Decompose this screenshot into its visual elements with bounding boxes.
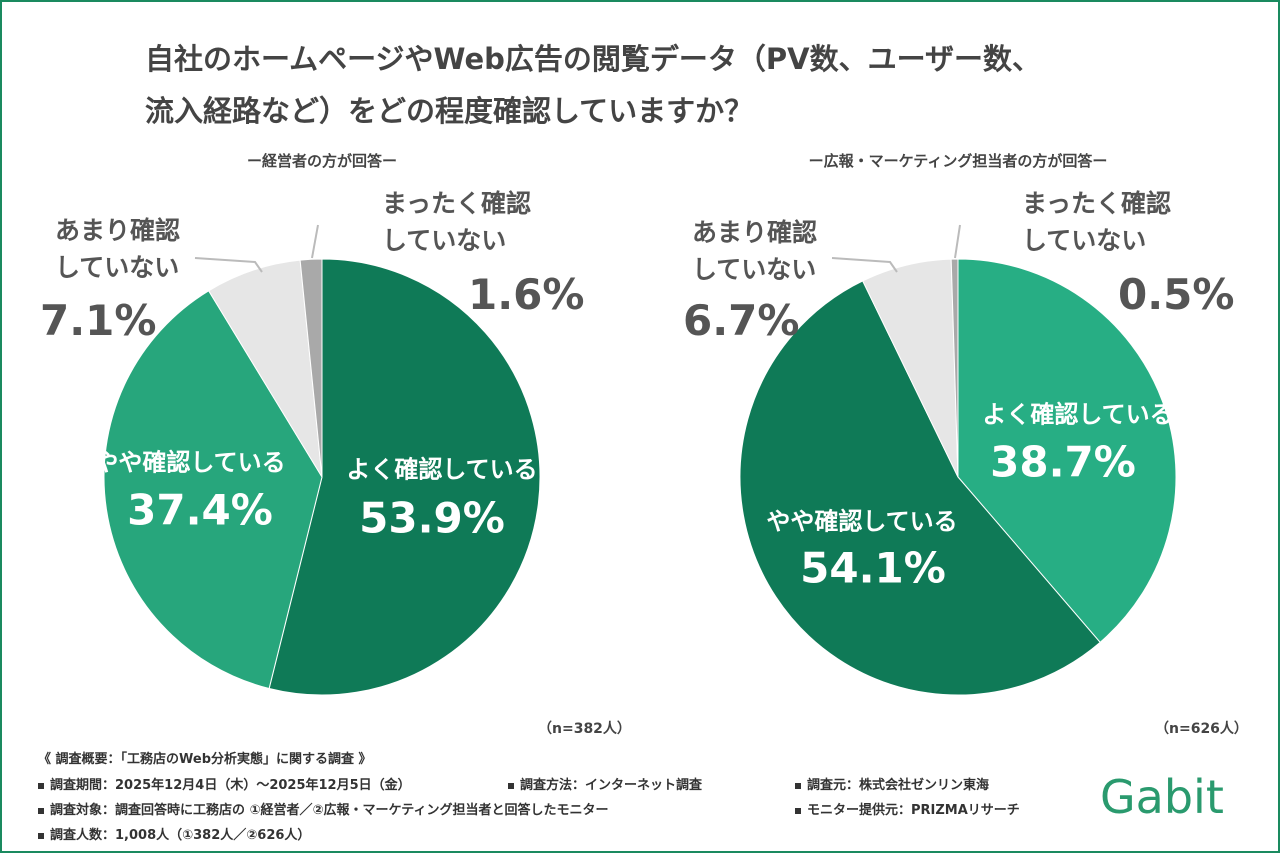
- slice-label: よく確認している: [982, 400, 1174, 429]
- slice-label: まったく確認していない: [382, 189, 532, 255]
- chart-subtitle: ー広報・マーケティング担当者の方が回答ー: [808, 152, 1108, 170]
- survey-item: モニター提供元：PRIZMAリサーチ: [795, 799, 1020, 818]
- survey-item: 調査対象：調査回答時に工務店の ①経営者／②広報・マーケティング担当者と回答した…: [38, 799, 609, 818]
- pie-slice: [739, 280, 1101, 696]
- survey-item: 調査元：株式会社ゼンリン東海: [795, 774, 989, 793]
- value-label: 38.7%: [990, 437, 1136, 487]
- value-label: 54.1%: [800, 543, 946, 593]
- value-label: 53.9%: [359, 493, 505, 543]
- slice-label: よく確認している: [346, 455, 538, 484]
- pie-slice: [103, 290, 323, 690]
- value-label: 0.5%: [1118, 270, 1235, 319]
- chart-subtitle: ー経営者の方が回答ー: [246, 152, 398, 170]
- sample-size: （n=382人）: [538, 721, 631, 737]
- leader-line: [831, 257, 898, 273]
- survey-item: 調査期間：2025年12月4日（木）～2025年12月5日（金）: [38, 774, 411, 793]
- slice-label: やや確認している: [766, 507, 958, 536]
- value-label: 37.4%: [127, 485, 273, 535]
- leader-line: [194, 257, 263, 273]
- slice-label: まったく確認していない: [1022, 189, 1172, 255]
- title: 自社のホームページやWeb広告の閲覧データ（PV数、ユーザー数、: [145, 42, 1042, 76]
- title: 流入経路など）をどの程度確認していますか？: [145, 94, 754, 128]
- survey-heading: 《 調査概要：「工務店のWeb分析実態」に関する調査 》: [38, 752, 372, 767]
- value-label: 1.6%: [468, 270, 585, 319]
- leader-line: [311, 224, 319, 259]
- survey-item: 調査方法：インターネット調査: [508, 774, 702, 793]
- pie-slice: [299, 258, 323, 478]
- value-label: 7.1%: [40, 296, 157, 345]
- survey-item: 調査人数：1,008人（①382人／②626人）: [38, 824, 310, 843]
- pie-slice: [957, 258, 1177, 644]
- value-label: 6.7%: [683, 296, 800, 345]
- slice-label: あまり確認していない: [692, 218, 818, 284]
- sample-size: （n=626人）: [1155, 721, 1248, 737]
- slice-label: あまり確認していない: [55, 216, 181, 282]
- leader-line: [954, 224, 961, 259]
- pie-slice: [950, 258, 959, 478]
- pie-slice: [268, 258, 541, 696]
- slice-label: やや確認している: [94, 448, 286, 477]
- brand-logo: Gabit: [1100, 770, 1224, 824]
